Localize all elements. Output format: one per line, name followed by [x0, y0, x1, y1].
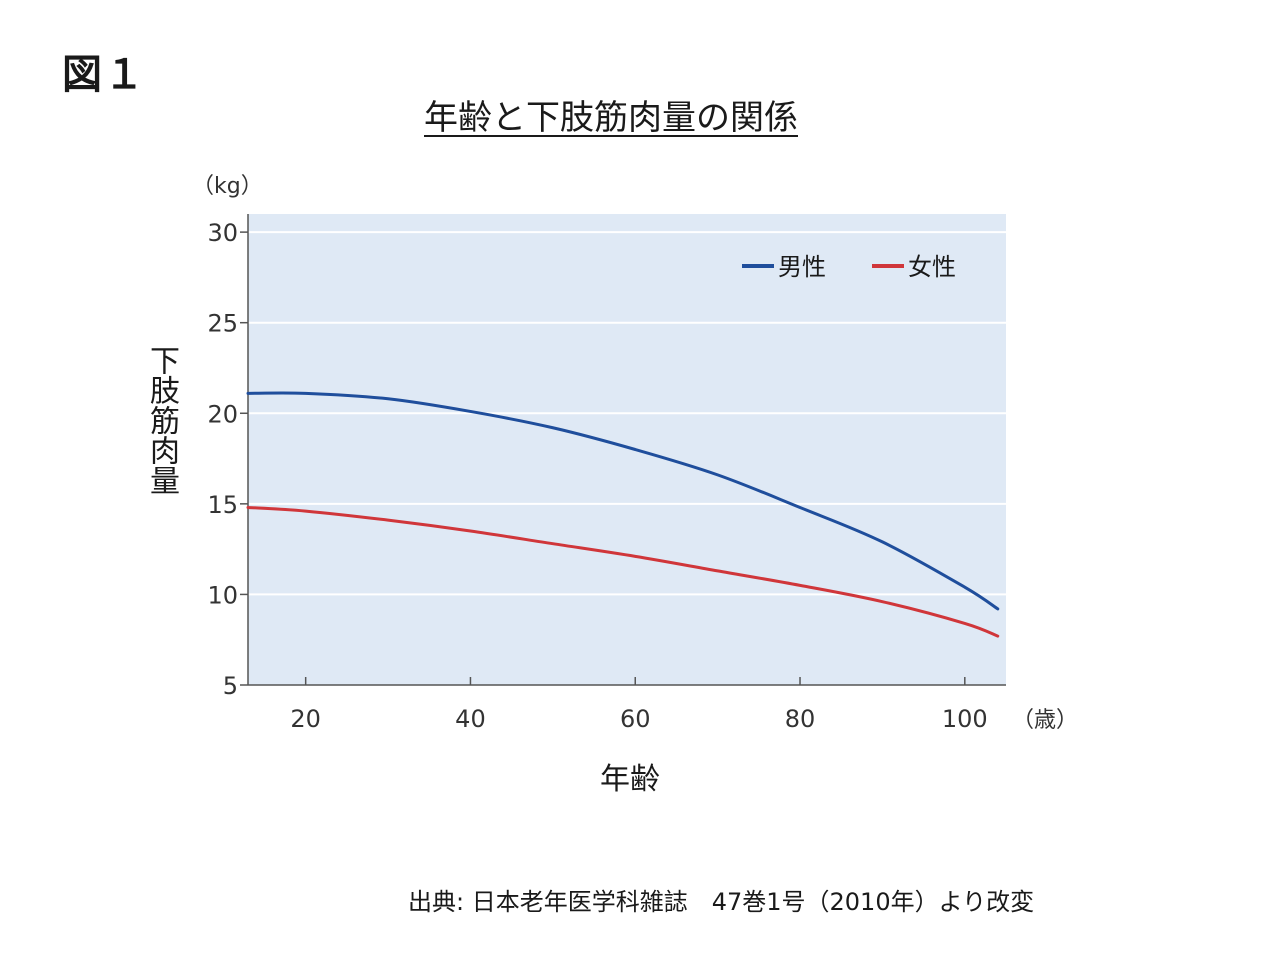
y-axis-label: 下肢筋肉量 — [144, 345, 179, 495]
x-tick-label: 20 — [290, 705, 321, 733]
chart-title: 年齢と下肢筋肉量の関係 — [424, 98, 798, 138]
x-tick-label: 100 — [942, 705, 988, 733]
y-tick-label: 10 — [207, 581, 238, 609]
x-axis-label: 年齢 — [600, 762, 660, 797]
legend-label: 女性 — [908, 253, 956, 281]
y-axis-unit: （kg） — [192, 174, 263, 199]
y-tick-label: 25 — [207, 310, 238, 338]
x-axis-unit: （歳） — [1012, 708, 1079, 733]
series-line-female — [246, 505, 1000, 638]
y-tick-label: 30 — [207, 219, 238, 247]
series-line-male — [246, 391, 1000, 611]
figure-label: 図１ — [62, 52, 146, 98]
x-tick-label: 40 — [455, 705, 486, 733]
x-tick-label: 60 — [620, 705, 651, 733]
plot-area — [248, 214, 1006, 685]
y-tick-label: 5 — [223, 672, 238, 700]
source-note: 出典: 日本老年医学科雑誌 47巻1号（2010年）より改変 — [408, 888, 1035, 916]
x-tick-label: 80 — [785, 705, 816, 733]
y-tick-label: 15 — [207, 491, 238, 519]
legend-label: 男性 — [778, 253, 826, 281]
y-tick-label: 20 — [207, 400, 238, 428]
